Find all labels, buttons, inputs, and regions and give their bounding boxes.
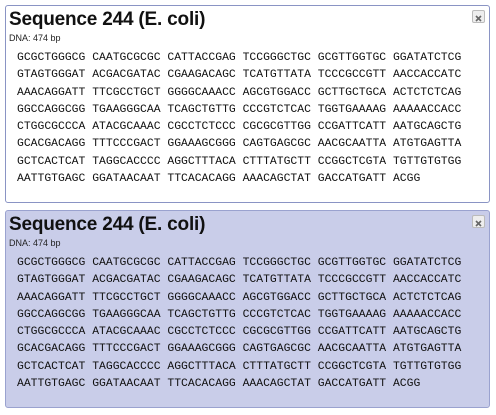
sequence-panel[interactable]: Sequence 244 (E. coli) DNA: 474 bp GCGCTGG… (5, 5, 490, 203)
sequence-line: GTAGTGGGAT ACGACGATAC CGAAGACAGC TCATGTT… (17, 274, 462, 287)
sequence-line: GCGCTGGGCG CAATGCGCGC CATTACCGAG TCCGGGC… (17, 257, 462, 269)
close-cross (475, 15, 482, 22)
panel-subtitle: DNA: 474 bp (9, 238, 61, 248)
sequence-line: GCACGACAGG TTTCCCGACT GGAAAGCGGG CAGTGAG… (17, 343, 462, 356)
close-button[interactable] (472, 215, 485, 228)
sequence-line: CTGGCGCCCA ATACGCAAAC CGCCTCTCCC CGCGCGT… (17, 121, 462, 134)
sequence-line: CTGGCGCCCA ATACGCAAAC CGCCTCTCCC CGCGCGT… (17, 326, 462, 339)
panel-title: Sequence 244 (E. coli) (9, 214, 206, 235)
sequence-line: GCTCACTCAT TAGGCACCCC AGGCTTTACA CTTTATG… (17, 155, 462, 168)
sequence-line: GGCCAGGCGG TGAAGGGCAA TCAGCTGTTG CCCGTCT… (17, 103, 462, 116)
sequence-line: GGCCAGGCGG TGAAGGGCAA TCAGCTGTTG CCCGTCT… (17, 308, 462, 321)
sequence-panel[interactable]: Sequence 244 (E. coli) DNA: 474 bp GCGCTGG… (5, 210, 490, 408)
sequence-line: GCGCTGGGCG CAATGCGCGC CATTACCGAG TCCGGGC… (17, 52, 462, 64)
sequence-line: AAACAGGATT TTCGCCTGCT GGGGCAAACC AGCGTGG… (17, 291, 462, 304)
panel-subtitle: DNA: 474 bp (9, 33, 61, 43)
sequence-line: GTAGTGGGAT ACGACGATAC CGAAGACAGC TCATGTT… (17, 69, 462, 82)
panel-title: Sequence 244 (E. coli) (9, 9, 206, 30)
close-icon (475, 220, 482, 227)
sequence-line: GCTCACTCAT TAGGCACCCC AGGCTTTACA CTTTATG… (17, 360, 462, 373)
close-icon (475, 15, 482, 22)
sequence-line: AATTGTGAGC GGATAACAAT TTCACACAGG AAACAGC… (17, 378, 421, 391)
sequence-line: AAACAGGATT TTCGCCTGCT GGGGCAAACC AGCGTGG… (17, 86, 462, 99)
sequence-line: AATTGTGAGC GGATAACAAT TTCACACAGG AAACAGC… (17, 173, 421, 186)
sequence-text: GCGCTGGGCG CAATGCGCGC CATTACCGAG TCCGGGC… (17, 50, 461, 188)
sequence-text: GCGCTGGGCG CAATGCGCGC CATTACCGAG TCCGGGC… (17, 255, 461, 393)
close-button[interactable] (472, 10, 485, 23)
sequence-line: GCACGACAGG TTTCCCGACT GGAAAGCGGG CAGTGAG… (17, 138, 462, 151)
close-cross (475, 220, 482, 227)
